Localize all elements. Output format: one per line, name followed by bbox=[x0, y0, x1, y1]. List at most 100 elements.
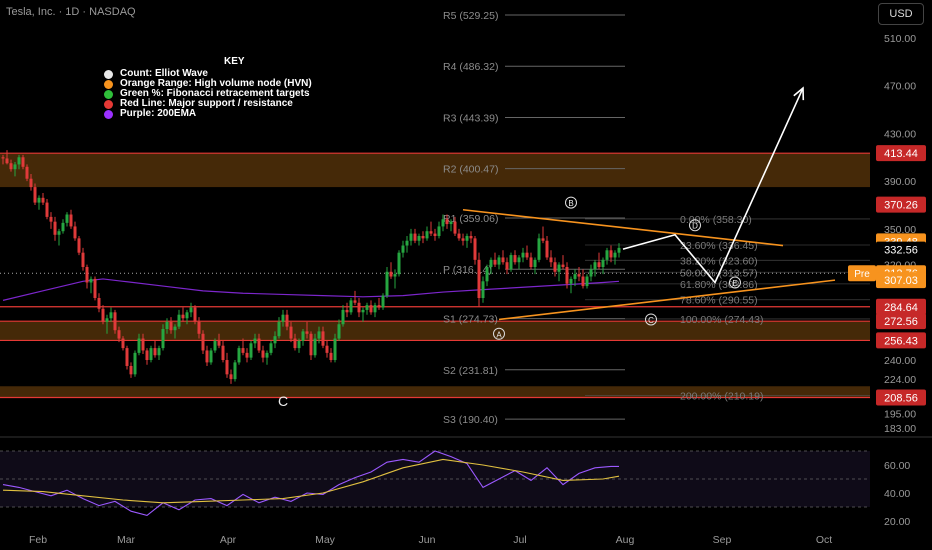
candle-body bbox=[249, 343, 253, 358]
candle-body bbox=[409, 233, 413, 241]
candle-body bbox=[389, 271, 393, 277]
price-tag bbox=[876, 298, 926, 315]
wave-label-circle-icon bbox=[565, 196, 577, 209]
candle-body bbox=[341, 309, 345, 325]
candle-body bbox=[77, 238, 81, 253]
candle-body bbox=[9, 163, 13, 170]
candle-body bbox=[49, 216, 53, 222]
candle-body bbox=[489, 259, 493, 267]
candle-body bbox=[37, 197, 41, 203]
hvn-zone bbox=[0, 386, 870, 398]
legend-item: Red Line: Major support / resistance bbox=[104, 99, 312, 109]
candle-body bbox=[53, 221, 57, 235]
x-tick-label: Sep bbox=[713, 534, 732, 546]
price-tag bbox=[876, 313, 926, 330]
candle-body bbox=[521, 252, 525, 258]
candle-body bbox=[125, 348, 129, 366]
fib-label: 38.20% (323.60) bbox=[680, 255, 758, 267]
candle-body bbox=[229, 374, 233, 380]
y-tick-label: 510.00 bbox=[884, 33, 916, 45]
candle-body bbox=[97, 298, 101, 309]
candle-body bbox=[585, 276, 589, 287]
candle-body bbox=[193, 307, 197, 322]
candle-body bbox=[201, 333, 205, 351]
price-tag-label: 256.43 bbox=[884, 335, 918, 347]
candle-body bbox=[253, 338, 257, 344]
legend-label: Count: Elliot Wave bbox=[120, 68, 208, 79]
legend-item: Count: Elliot Wave bbox=[104, 69, 312, 79]
candle-body bbox=[461, 238, 465, 241]
candle-body bbox=[145, 350, 149, 361]
pivot-label: P (316.14) bbox=[443, 264, 492, 276]
price-tag-label: 413.44 bbox=[884, 148, 918, 160]
x-tick-label: Jul bbox=[513, 534, 526, 546]
candle-body bbox=[353, 300, 357, 303]
candle-body bbox=[121, 338, 125, 349]
candle-body bbox=[565, 266, 569, 284]
x-tick-label: Oct bbox=[816, 534, 832, 546]
price-tag-label: 332.56 bbox=[884, 245, 918, 257]
price-tag bbox=[876, 241, 926, 258]
price-tag bbox=[876, 332, 926, 349]
candle-body bbox=[557, 264, 561, 272]
candle-body bbox=[101, 308, 105, 322]
candle-body bbox=[553, 262, 557, 272]
candle-body bbox=[285, 314, 289, 327]
fib-label: 23.60% (336.45) bbox=[680, 240, 758, 252]
candle-body bbox=[85, 266, 89, 283]
candle-body bbox=[617, 247, 621, 253]
price-tag-label: 208.56 bbox=[884, 393, 918, 405]
candle-body bbox=[141, 338, 145, 351]
triangle-lower-line bbox=[498, 279, 836, 321]
candle-body bbox=[569, 278, 573, 284]
hvn-zone bbox=[0, 321, 870, 341]
candle-body bbox=[493, 259, 497, 265]
candle-body bbox=[109, 312, 113, 319]
candle-body bbox=[613, 252, 617, 258]
candle-body bbox=[365, 305, 369, 310]
candle-body bbox=[317, 331, 321, 339]
candle-body bbox=[89, 278, 93, 283]
candle-body bbox=[133, 352, 137, 375]
wave-label: C bbox=[278, 393, 288, 409]
x-tick-label: Aug bbox=[616, 534, 635, 546]
wave-label-circle-icon bbox=[645, 313, 657, 326]
candle-body bbox=[401, 245, 405, 253]
x-tick-label: Apr bbox=[220, 534, 237, 546]
candle-body bbox=[393, 274, 397, 277]
candle-body bbox=[93, 278, 97, 298]
price-tag bbox=[876, 272, 926, 289]
candle-body bbox=[41, 197, 45, 203]
rsi-y-tick-label: 20.00 bbox=[884, 516, 910, 528]
candle-body bbox=[129, 365, 133, 375]
candle-body bbox=[165, 321, 169, 330]
candle-body bbox=[453, 221, 457, 234]
candle-body bbox=[277, 321, 281, 337]
price-tag-label: 272.56 bbox=[884, 316, 918, 328]
wave-label: A bbox=[496, 330, 502, 339]
legend-item: Green %: Fibonacci retracement targets bbox=[104, 89, 312, 99]
candle-body bbox=[437, 226, 441, 236]
wave-label-circle-icon bbox=[729, 276, 741, 289]
legend-title: KEY bbox=[224, 56, 245, 67]
wave-label: B bbox=[568, 199, 573, 208]
pivot-label: R2 (400.47) bbox=[443, 164, 498, 176]
candle-body bbox=[153, 348, 157, 356]
legend-label: Orange Range: High volume node (HVN) bbox=[120, 78, 312, 89]
x-tick-label: Jun bbox=[419, 534, 436, 546]
x-tick-label: Mar bbox=[117, 534, 136, 546]
candle-body bbox=[505, 262, 509, 270]
chart-title: Tesla, Inc. · 1D · NASDAQ bbox=[6, 6, 136, 18]
legend-dot-icon bbox=[104, 69, 113, 79]
candle-body bbox=[345, 309, 349, 313]
candle-body bbox=[369, 305, 373, 313]
y-tick-label: 430.00 bbox=[884, 128, 916, 140]
price-tag bbox=[876, 196, 926, 213]
candle-body bbox=[113, 312, 117, 331]
candle-body bbox=[477, 259, 481, 298]
candle-body bbox=[589, 269, 593, 277]
currency-button[interactable]: USD bbox=[878, 3, 924, 25]
candle-body bbox=[137, 338, 141, 353]
pivot-label: R5 (529.25) bbox=[443, 10, 498, 22]
